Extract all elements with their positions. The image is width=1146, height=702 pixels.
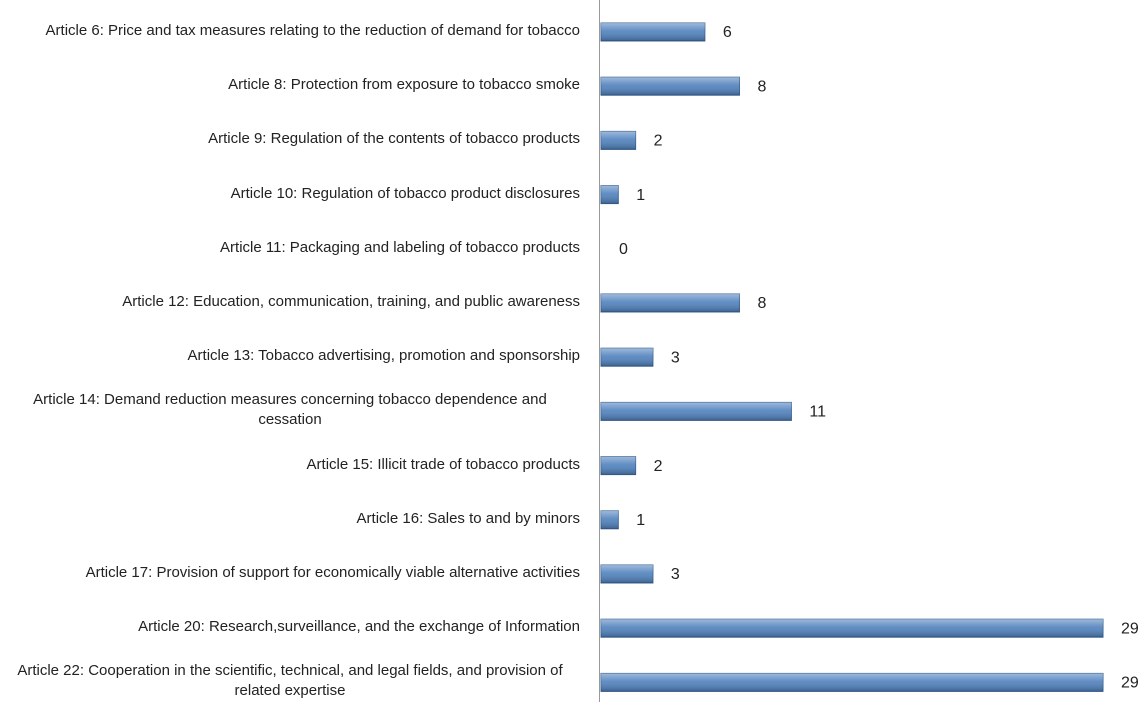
value-label: 11 (809, 404, 826, 421)
category-label: Article 16: Sales to and by minors (356, 509, 580, 527)
category-label-box: Article 15: Illicit trade of tobacco pro… (0, 455, 580, 475)
category-label: Article 15: Illicit trade of tobacco pro… (306, 455, 580, 473)
category-label: Article 13: Tobacco advertising, promoti… (187, 347, 580, 365)
bar-shine (601, 185, 619, 204)
value-label: 29 (1121, 620, 1139, 637)
category-label-box: Article 14: Demand reduction measures co… (0, 390, 580, 430)
category-label-box: Article 17: Provision of support for eco… (0, 563, 580, 583)
category-label: Article 14: Demand reduction measures co… (33, 391, 547, 429)
category-label: Article 12: Education, communication, tr… (122, 293, 580, 310)
bar-shine (601, 402, 792, 421)
category-label-box: Article 20: Research,surveillance, and t… (0, 617, 580, 637)
category-label: Article 11: Packaging and labeling of to… (220, 238, 580, 256)
bar-shine (601, 294, 740, 312)
category-label-box: Article 11: Packaging and labeling of to… (0, 238, 580, 258)
category-label-box: Article 8: Protection from exposure to t… (0, 75, 580, 95)
bar-shine (601, 131, 636, 150)
value-label: 2 (654, 458, 663, 475)
bar-shine (601, 673, 1103, 692)
category-label-box: Article 13: Tobacco advertising, promoti… (0, 346, 580, 366)
category-label-box: Article 9: Regulation of the contents of… (0, 129, 580, 149)
category-label: Article 17: Provision of support for eco… (85, 564, 580, 581)
category-label-box: Article 6: Price and tax measures relati… (0, 21, 580, 41)
category-label-box: Article 16: Sales to and by minors (0, 509, 580, 529)
bar-shine (601, 348, 653, 367)
bar-shine (601, 23, 705, 41)
category-label: Article 8: Protection from exposure to t… (228, 76, 580, 94)
value-label: 1 (636, 512, 645, 529)
category-label: Article 22: Cooperation in the scientifi… (17, 662, 563, 700)
category-label: Article 20: Research,surveillance, and t… (138, 618, 580, 636)
value-label: 0 (619, 241, 628, 258)
bar-shine (601, 510, 619, 529)
bar-shine (601, 77, 740, 96)
value-label: 8 (757, 78, 766, 95)
category-label: Article 6: Price and tax measures relati… (45, 22, 580, 39)
bar-shine (601, 619, 1103, 638)
bar-shine (601, 456, 636, 475)
value-label: 29 (1121, 675, 1139, 692)
value-label: 3 (671, 566, 680, 583)
value-label: 3 (671, 349, 680, 366)
category-label-box: Article 22: Cooperation in the scientifi… (0, 661, 580, 701)
value-label: 1 (636, 187, 645, 204)
value-label: 2 (654, 133, 663, 150)
value-label: 6 (723, 24, 732, 41)
category-label: Article 9: Regulation of the contents of… (208, 130, 580, 148)
category-label-box: Article 12: Education, communication, tr… (0, 292, 580, 312)
category-label-box: Article 10: Regulation of tobacco produc… (0, 184, 580, 204)
value-label: 8 (757, 295, 766, 312)
category-label: Article 10: Regulation of tobacco produc… (230, 184, 580, 202)
bar-shine (601, 565, 653, 583)
